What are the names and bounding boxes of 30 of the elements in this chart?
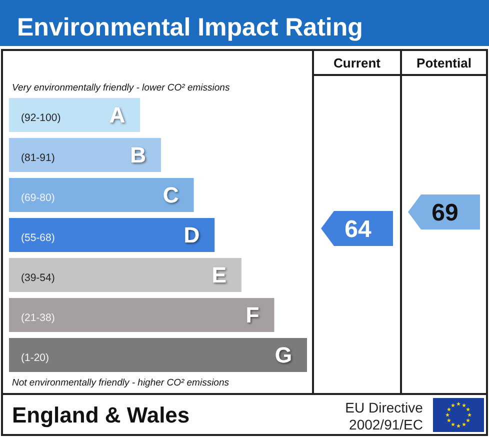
- y-tick-label: D: [184, 222, 200, 248]
- y-tick-label: E: [212, 262, 226, 288]
- annotation: (81-91): [21, 152, 55, 164]
- chart-title: Environmental Impact Rating: [17, 14, 363, 42]
- annotation: (39-54): [21, 272, 55, 284]
- annotation: (21-38): [21, 312, 55, 324]
- annotation: (92-100): [21, 112, 61, 124]
- y-tick-label: F: [246, 302, 260, 328]
- y-tick-label: B: [130, 142, 146, 168]
- annotation: (55-68): [21, 232, 55, 244]
- text: Not environmentally friendly - higher CO² emissions: [12, 378, 230, 388]
- bar: [9, 218, 215, 252]
- y-tick-label: G: [274, 342, 292, 368]
- text: England & Wales: [12, 402, 190, 428]
- annotation: (69-80): [21, 192, 55, 204]
- y-tick-label: A: [109, 102, 126, 128]
- bar: [9, 298, 274, 332]
- text: Very environmentally friendly - lower CO² emissions: [12, 82, 230, 94]
- text: 69: [432, 200, 458, 226]
- text: Current: [334, 56, 382, 70]
- text: Potential: [416, 56, 472, 70]
- y-tick-label: C: [162, 182, 179, 208]
- bar: [9, 338, 307, 372]
- annotation: (1-20): [21, 352, 50, 364]
- text: EU Directive 2002/91/EC: [345, 400, 427, 432]
- bar: [9, 178, 194, 212]
- text: 64: [344, 216, 372, 243]
- bar: [9, 98, 140, 132]
- bar: [9, 258, 242, 292]
- bar: [9, 138, 161, 172]
